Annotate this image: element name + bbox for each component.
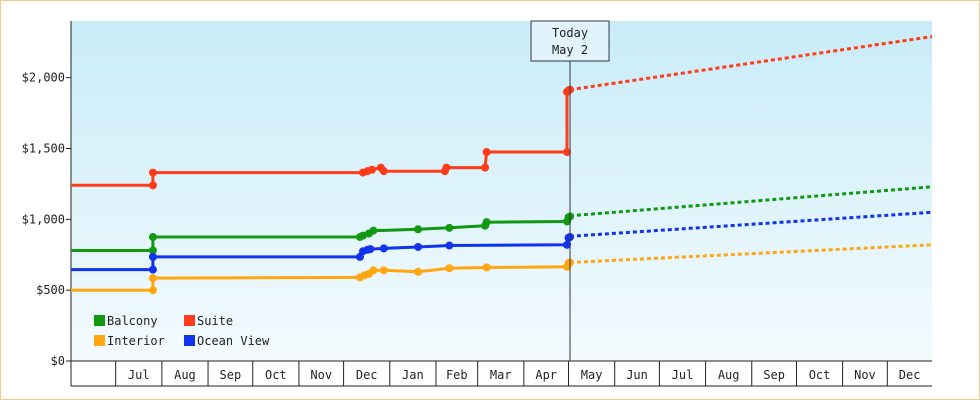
series-forecast-line: [569, 185, 933, 218]
data-point: [445, 241, 454, 250]
x-tick-label: May: [581, 368, 603, 382]
data-point: [563, 240, 572, 249]
today-label: Today: [552, 26, 588, 40]
series-interior: [71, 243, 933, 295]
data-point: [445, 264, 454, 273]
series-ocean-view: [71, 210, 933, 274]
x-tick-label: Nov: [310, 368, 332, 382]
x-tick-label: Jan: [402, 368, 424, 382]
x-axis: Jul Aug Sep Oct Nov Dec Jan Feb Mar Apr May Jun Jul A…: [71, 360, 932, 387]
data-point: [482, 218, 491, 227]
data-point: [367, 165, 376, 174]
data-point: [414, 267, 423, 276]
x-tick-label: Oct: [265, 368, 287, 382]
data-point: [563, 148, 572, 157]
data-point: [366, 245, 375, 254]
x-tick-label: Sep: [763, 368, 785, 382]
today-marker: Today May 2: [530, 20, 610, 361]
plot-background: [71, 21, 932, 361]
data-point: [481, 163, 490, 172]
data-point: [369, 226, 378, 235]
y-tick-label: $500: [36, 283, 65, 297]
data-point: [414, 225, 423, 234]
series-forecast-line: [569, 35, 933, 92]
data-point: [482, 263, 491, 272]
data-point: [148, 168, 157, 177]
series-history-line: [71, 88, 571, 187]
x-tick-label: Sep: [220, 368, 242, 382]
legend: Balcony Suite Interior Ocean View: [94, 314, 270, 348]
data-point: [148, 233, 157, 242]
x-tick-label: Jul: [128, 368, 150, 382]
today-date-label: May 2: [552, 43, 588, 57]
legend-swatch: [94, 335, 105, 346]
series-forecast-line: [569, 243, 933, 264]
data-point: [148, 181, 157, 190]
data-point: [148, 265, 157, 274]
legend-swatch: [94, 315, 105, 326]
series-history-line: [71, 261, 571, 292]
x-tick-label: Dec: [356, 368, 378, 382]
x-tick-label: Dec: [899, 368, 921, 382]
legend-swatch: [184, 315, 195, 326]
data-point: [445, 223, 454, 232]
legend-label: Ocean View: [197, 334, 270, 348]
y-tick-label: $1,500: [22, 142, 65, 156]
y-tick-label: $0: [51, 354, 65, 368]
data-point: [482, 148, 491, 157]
data-point: [379, 167, 388, 176]
legend-swatch: [184, 335, 195, 346]
legend-label: Interior: [107, 334, 165, 348]
data-point: [148, 286, 157, 295]
x-tick-label: Jun: [626, 368, 648, 382]
x-tick-label: Apr: [535, 368, 557, 382]
today-callout-box: [530, 20, 610, 62]
data-point: [148, 252, 157, 261]
data-point: [148, 274, 157, 283]
legend-label: Balcony: [107, 314, 158, 328]
x-tick-label: Aug: [174, 368, 196, 382]
x-tick-label: Nov: [854, 368, 876, 382]
data-point: [379, 266, 388, 275]
data-point: [369, 266, 378, 275]
data-point: [414, 242, 423, 251]
x-tick-label: Mar: [490, 368, 512, 382]
series-layer: [71, 35, 933, 295]
x-tick-label: Jul: [672, 368, 694, 382]
series-history-line: [71, 215, 571, 252]
x-tick-label: Aug: [718, 368, 740, 382]
series-forecast-line: [569, 210, 933, 238]
series-balcony: [71, 185, 933, 255]
data-point: [442, 163, 451, 172]
y-axis: $0 $500 $1,000 $1,500 $2,000: [22, 21, 72, 386]
data-point: [379, 244, 388, 253]
x-tick-label: Feb: [446, 368, 468, 382]
x-tick-label: Oct: [809, 368, 831, 382]
legend-label: Suite: [197, 314, 233, 328]
series-suite: [71, 35, 933, 190]
y-tick-label: $2,000: [22, 71, 65, 85]
data-point: [148, 246, 157, 255]
y-tick-label: $1,000: [22, 212, 65, 226]
